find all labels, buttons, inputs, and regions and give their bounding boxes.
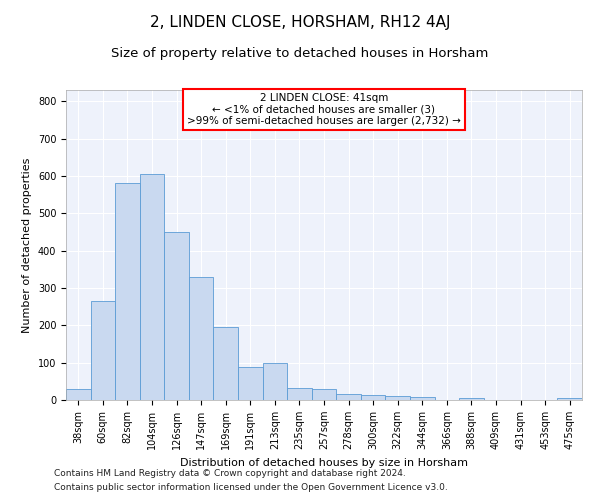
Bar (214, 327, 238, 400)
Bar (189, 278, 214, 400)
Bar (361, 395, 385, 400)
Bar (115, 184, 140, 400)
Bar (557, 398, 582, 400)
Bar (263, 362, 287, 400)
Bar (140, 174, 164, 400)
Text: 2 LINDEN CLOSE: 41sqm
← <1% of detached houses are smaller (3)
>99% of semi-deta: 2 LINDEN CLOSE: 41sqm ← <1% of detached … (187, 93, 461, 126)
Y-axis label: Number of detached properties: Number of detached properties (22, 158, 32, 332)
Bar (410, 398, 434, 400)
Text: Contains public sector information licensed under the Open Government Licence v3: Contains public sector information licen… (54, 484, 448, 492)
Bar (336, 394, 361, 400)
Bar (164, 232, 189, 400)
Bar (459, 398, 484, 400)
Bar (238, 367, 263, 400)
X-axis label: Distribution of detached houses by size in Horsham: Distribution of detached houses by size … (180, 458, 468, 468)
Bar (66, 389, 91, 400)
Bar (385, 396, 410, 400)
Bar (287, 388, 312, 400)
Text: Contains HM Land Registry data © Crown copyright and database right 2024.: Contains HM Land Registry data © Crown c… (54, 468, 406, 477)
Text: Size of property relative to detached houses in Horsham: Size of property relative to detached ho… (112, 48, 488, 60)
Bar (91, 301, 115, 400)
Bar (312, 389, 336, 400)
Text: 2, LINDEN CLOSE, HORSHAM, RH12 4AJ: 2, LINDEN CLOSE, HORSHAM, RH12 4AJ (150, 15, 450, 30)
